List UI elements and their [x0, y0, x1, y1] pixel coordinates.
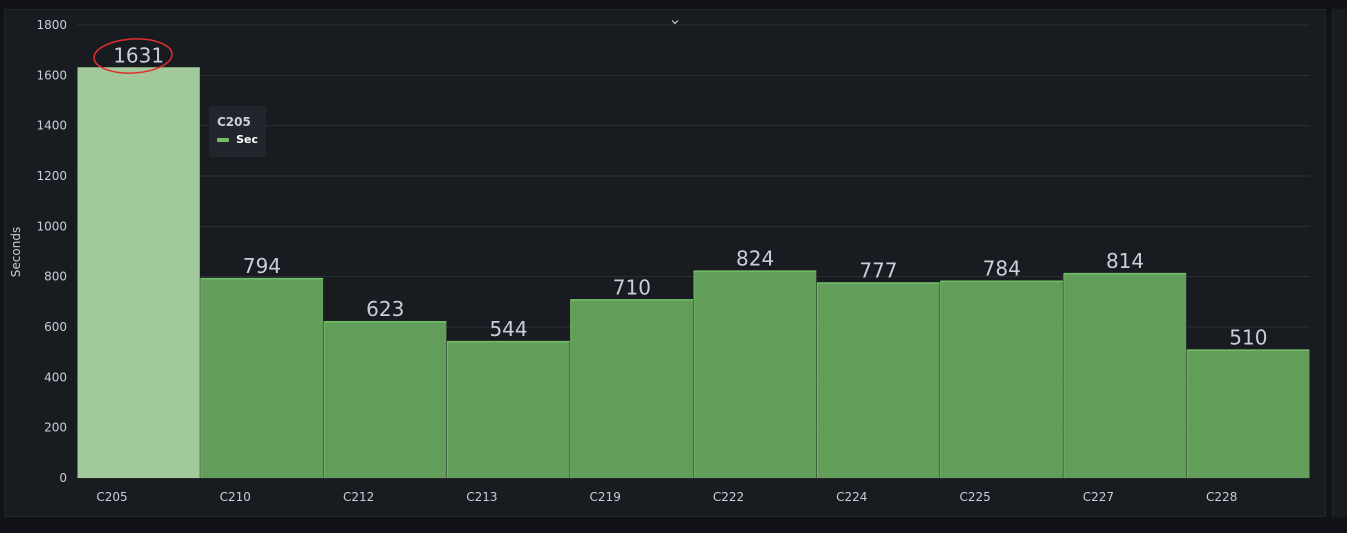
x-tick-label: C225 [959, 490, 990, 504]
data-label: 814 [1106, 249, 1144, 273]
y-tick-label: 1600 [36, 68, 67, 82]
bar-c222[interactable] [694, 270, 817, 478]
x-tick-label: C224 [836, 490, 867, 504]
bar-c219[interactable] [570, 299, 693, 478]
y-tick-label: 800 [44, 270, 67, 284]
tooltip: C205 Sec [209, 106, 266, 157]
y-axis-ticks: 0 200 400 600 800 1000 1200 1400 1600 1800 [36, 18, 67, 485]
bar-c205[interactable] [77, 67, 200, 478]
y-tick-label: 400 [44, 370, 67, 384]
tooltip-series-name: Sec [236, 133, 258, 146]
data-label: 794 [243, 254, 281, 278]
y-tick-label: 600 [44, 320, 67, 334]
data-labels: 1631 794 623 544 710 824 777 784 814 510 [113, 44, 1267, 350]
data-label: 510 [1229, 326, 1267, 350]
adjacent-panel-edge [1332, 9, 1347, 517]
y-tick-label: 1200 [36, 169, 67, 183]
bar-c225[interactable] [940, 280, 1063, 478]
data-label: 777 [859, 258, 897, 282]
tooltip-title: C205 [217, 115, 251, 129]
chevron-down-icon[interactable] [669, 16, 681, 28]
data-label: 824 [736, 247, 774, 271]
data-label: 710 [613, 275, 651, 299]
tooltip-series-row: Sec [217, 133, 258, 147]
x-tick-label: C222 [713, 490, 744, 504]
data-label: 623 [366, 297, 404, 321]
y-tick-label: 1800 [36, 18, 67, 32]
x-tick-label: C213 [466, 490, 497, 504]
bar-c224[interactable] [817, 282, 940, 478]
y-tick-label: 1400 [36, 119, 67, 133]
series-color-swatch [217, 138, 230, 142]
x-tick-label: C212 [343, 490, 374, 504]
x-tick-label: C219 [590, 490, 621, 504]
x-tick-label: C210 [220, 490, 251, 504]
y-tick-label: 200 [44, 421, 67, 435]
bar-c213[interactable] [447, 341, 570, 478]
bar-c212[interactable] [324, 321, 447, 478]
x-tick-label: C227 [1083, 490, 1114, 504]
x-tick-label: C205 [96, 490, 127, 504]
x-tick-label: C228 [1206, 490, 1237, 504]
bars[interactable] [77, 67, 1310, 478]
highlight-annotation-circle [93, 38, 173, 74]
y-axis-title: Seconds [9, 227, 23, 277]
data-label: 784 [983, 257, 1021, 281]
bar-c227[interactable] [1063, 273, 1187, 478]
x-axis-ticks: C205 C210 C212 C213 C219 C222 C224 C225 C227 C228 [96, 490, 1237, 504]
data-label: 1631 [113, 44, 164, 68]
y-tick-label: 0 [59, 471, 67, 485]
bar-c210[interactable] [200, 278, 324, 478]
bar-c228[interactable] [1187, 349, 1310, 478]
y-tick-label: 1000 [36, 219, 67, 233]
data-label: 544 [489, 317, 527, 341]
